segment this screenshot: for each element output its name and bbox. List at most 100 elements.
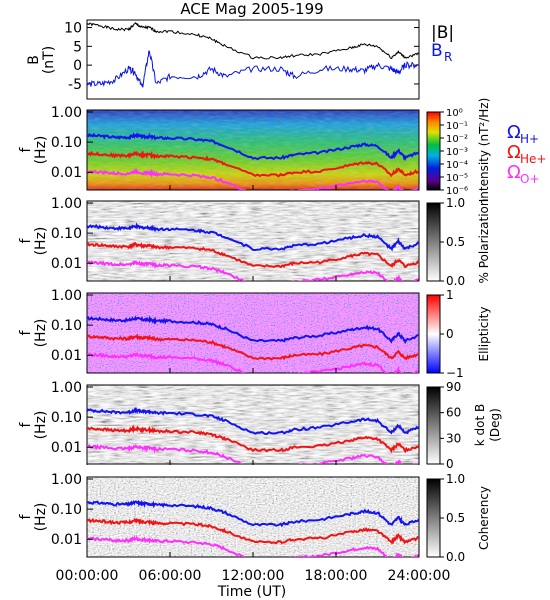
x-tick-label: 12:00:00 xyxy=(222,568,285,584)
f-y-label: f xyxy=(18,146,34,152)
kdotb-colorbar xyxy=(426,386,441,465)
b-series-line-1 xyxy=(86,50,420,88)
kdotb-panel: k dot B (Deg) xyxy=(86,384,502,465)
f-y-tick-label: 0.01 xyxy=(51,440,82,456)
f-y-tick-label: 1.00 xyxy=(51,380,82,396)
f-y-tick-label: 0.10 xyxy=(51,410,82,426)
gyrofrequency-overlays xyxy=(87,131,419,557)
b-y-tick-labels: 10 5 0 -5 xyxy=(64,21,419,93)
polarization-panel: % Polarization xyxy=(86,199,491,284)
f-y-label: f xyxy=(18,421,34,427)
x-axis-label: Time (UT) xyxy=(217,584,286,600)
colorbar-tick-label: 0.5 xyxy=(446,511,465,525)
legend-omega-h: Ω xyxy=(507,122,521,143)
ellipticity-panel: Ellipticity xyxy=(86,292,491,374)
colorbar-tick-label: 0.0 xyxy=(446,550,465,564)
f-y-tick-label: 0.01 xyxy=(51,256,82,272)
b-y-tick-label: -5 xyxy=(68,77,82,93)
kdotb-colorbar-label: k dot B xyxy=(473,404,487,446)
legend-omega-he: Ω xyxy=(507,142,521,163)
b-y-label: B xyxy=(26,55,42,65)
spectrum-colorbar xyxy=(426,111,441,191)
f-y-tick-label: 1.00 xyxy=(51,472,82,488)
f-y-units: (Hz) xyxy=(33,319,49,348)
f-y-tick-label: 0.01 xyxy=(51,165,82,181)
overlay--h- xyxy=(87,499,419,528)
colorbar-tick-label: −1 xyxy=(446,366,464,380)
f-y-tick-label: 0.01 xyxy=(51,532,82,548)
overlay--h- xyxy=(87,222,419,252)
chart-title: ACE Mag 2005-199 xyxy=(180,0,323,18)
colorbar-tick-label: 10⁻⁶ xyxy=(446,186,468,197)
colorbar-tick-label: 1.0 xyxy=(446,196,465,210)
kdotb-colorbar-units: (Deg) xyxy=(488,408,502,442)
f-y-units: (Hz) xyxy=(33,227,49,256)
legend-omega-o: Ω xyxy=(507,162,521,183)
legend-omega-h-sub: H+ xyxy=(520,132,539,146)
colorbar-tick-label: 10⁻² xyxy=(446,134,468,145)
colorbar-tick-label: 0.5 xyxy=(446,235,465,249)
f-y-tick-label: 0.10 xyxy=(51,226,82,242)
f-y-units: (Hz) xyxy=(33,411,49,440)
x-tick-label: 06:00:00 xyxy=(139,568,202,584)
overlay--o- xyxy=(87,444,419,464)
b-series-line-0 xyxy=(86,21,420,60)
legend-b-r-sub: R xyxy=(444,50,452,64)
coherency-colorbar-label: Coherency xyxy=(477,486,491,550)
colorbar-tick-label: 1.0 xyxy=(446,472,465,486)
f-y-units: (Hz) xyxy=(33,503,49,532)
colorbar-tick-labels: 10⁰10⁻¹10⁻²10⁻³10⁻⁴10⁻⁵10⁻⁶1.00.50.010−1… xyxy=(440,108,468,564)
colorbar-tick-label: 30 xyxy=(446,431,461,445)
overlay--he- xyxy=(87,241,419,269)
colorbar-tick-label: 0 xyxy=(446,457,454,471)
coherency-image xyxy=(87,477,419,557)
legend-omega-o-sub: O+ xyxy=(520,172,540,186)
legend-b-total: |B| xyxy=(431,23,454,43)
f-y-tick-label: 0.10 xyxy=(51,318,82,334)
ellipticity-colorbar-label: Ellipticity xyxy=(477,307,491,362)
polarization-colorbar-label: % Polarization xyxy=(477,199,491,284)
overlay--he- xyxy=(87,424,419,454)
f-y-label: f xyxy=(18,513,34,519)
colorbar-tick-label: 10⁻³ xyxy=(446,147,468,158)
x-tick-labels: 00:00:00 06:00:00 12:00:00 18:00:00 24:00:00 xyxy=(56,568,451,584)
colorbar-tick-label: 90 xyxy=(446,380,461,394)
colorbar-tick-label: 10⁰ xyxy=(446,108,463,119)
x-tick-label: 00:00:00 xyxy=(56,568,119,584)
f-y-tick-label: 1.00 xyxy=(51,288,82,304)
overlay--o- xyxy=(87,535,419,557)
f-y-tick-label: 0.01 xyxy=(51,348,82,364)
overlay--o- xyxy=(87,351,419,373)
colorbar-tick-label: 10⁻¹ xyxy=(446,121,468,132)
f-y-label: f xyxy=(18,329,34,335)
spectral-axes: 1.000.100.01f (Hz)1.000.100.01f (Hz)1.000.… xyxy=(18,105,420,557)
f-y-tick-label: 1.00 xyxy=(51,105,82,121)
colorbar-tick-label: 10⁻⁴ xyxy=(446,160,468,171)
overlay--h- xyxy=(87,131,419,162)
f-y-tick-label: 1.00 xyxy=(51,196,82,212)
colorbar-tick-label: 60 xyxy=(446,406,461,420)
spectrum-texture xyxy=(87,110,419,190)
legend-omega-he-sub: He+ xyxy=(520,152,546,166)
colorbar-tick-label: 10⁻⁵ xyxy=(446,173,468,184)
overlay--h- xyxy=(87,406,419,436)
x-tick-label: 18:00:00 xyxy=(305,568,368,584)
colorbar-tick-label: 1 xyxy=(446,288,454,302)
overlay--h- xyxy=(87,315,419,345)
overlay--o- xyxy=(87,260,419,281)
f-y-label: f xyxy=(18,237,34,243)
overlay--o- xyxy=(87,166,419,190)
ellipticity-colorbar xyxy=(426,294,441,374)
b-series-lines xyxy=(86,21,420,88)
polarization-image xyxy=(87,201,419,281)
f-y-tick-label: 0.10 xyxy=(51,502,82,518)
polarization-colorbar xyxy=(426,202,441,282)
overlay--he- xyxy=(87,517,419,545)
legend-b-r: B xyxy=(431,41,443,61)
b-y-units: (nT) xyxy=(41,46,57,74)
ellipticity-image xyxy=(87,293,419,373)
spectrum-panel: Intensity (nT²/Hz) Ω H+ Ω He+ Ω O+ xyxy=(86,98,546,202)
colorbar-tick-label: 0.0 xyxy=(446,274,465,288)
b-y-tick-label: 5 xyxy=(73,39,82,55)
